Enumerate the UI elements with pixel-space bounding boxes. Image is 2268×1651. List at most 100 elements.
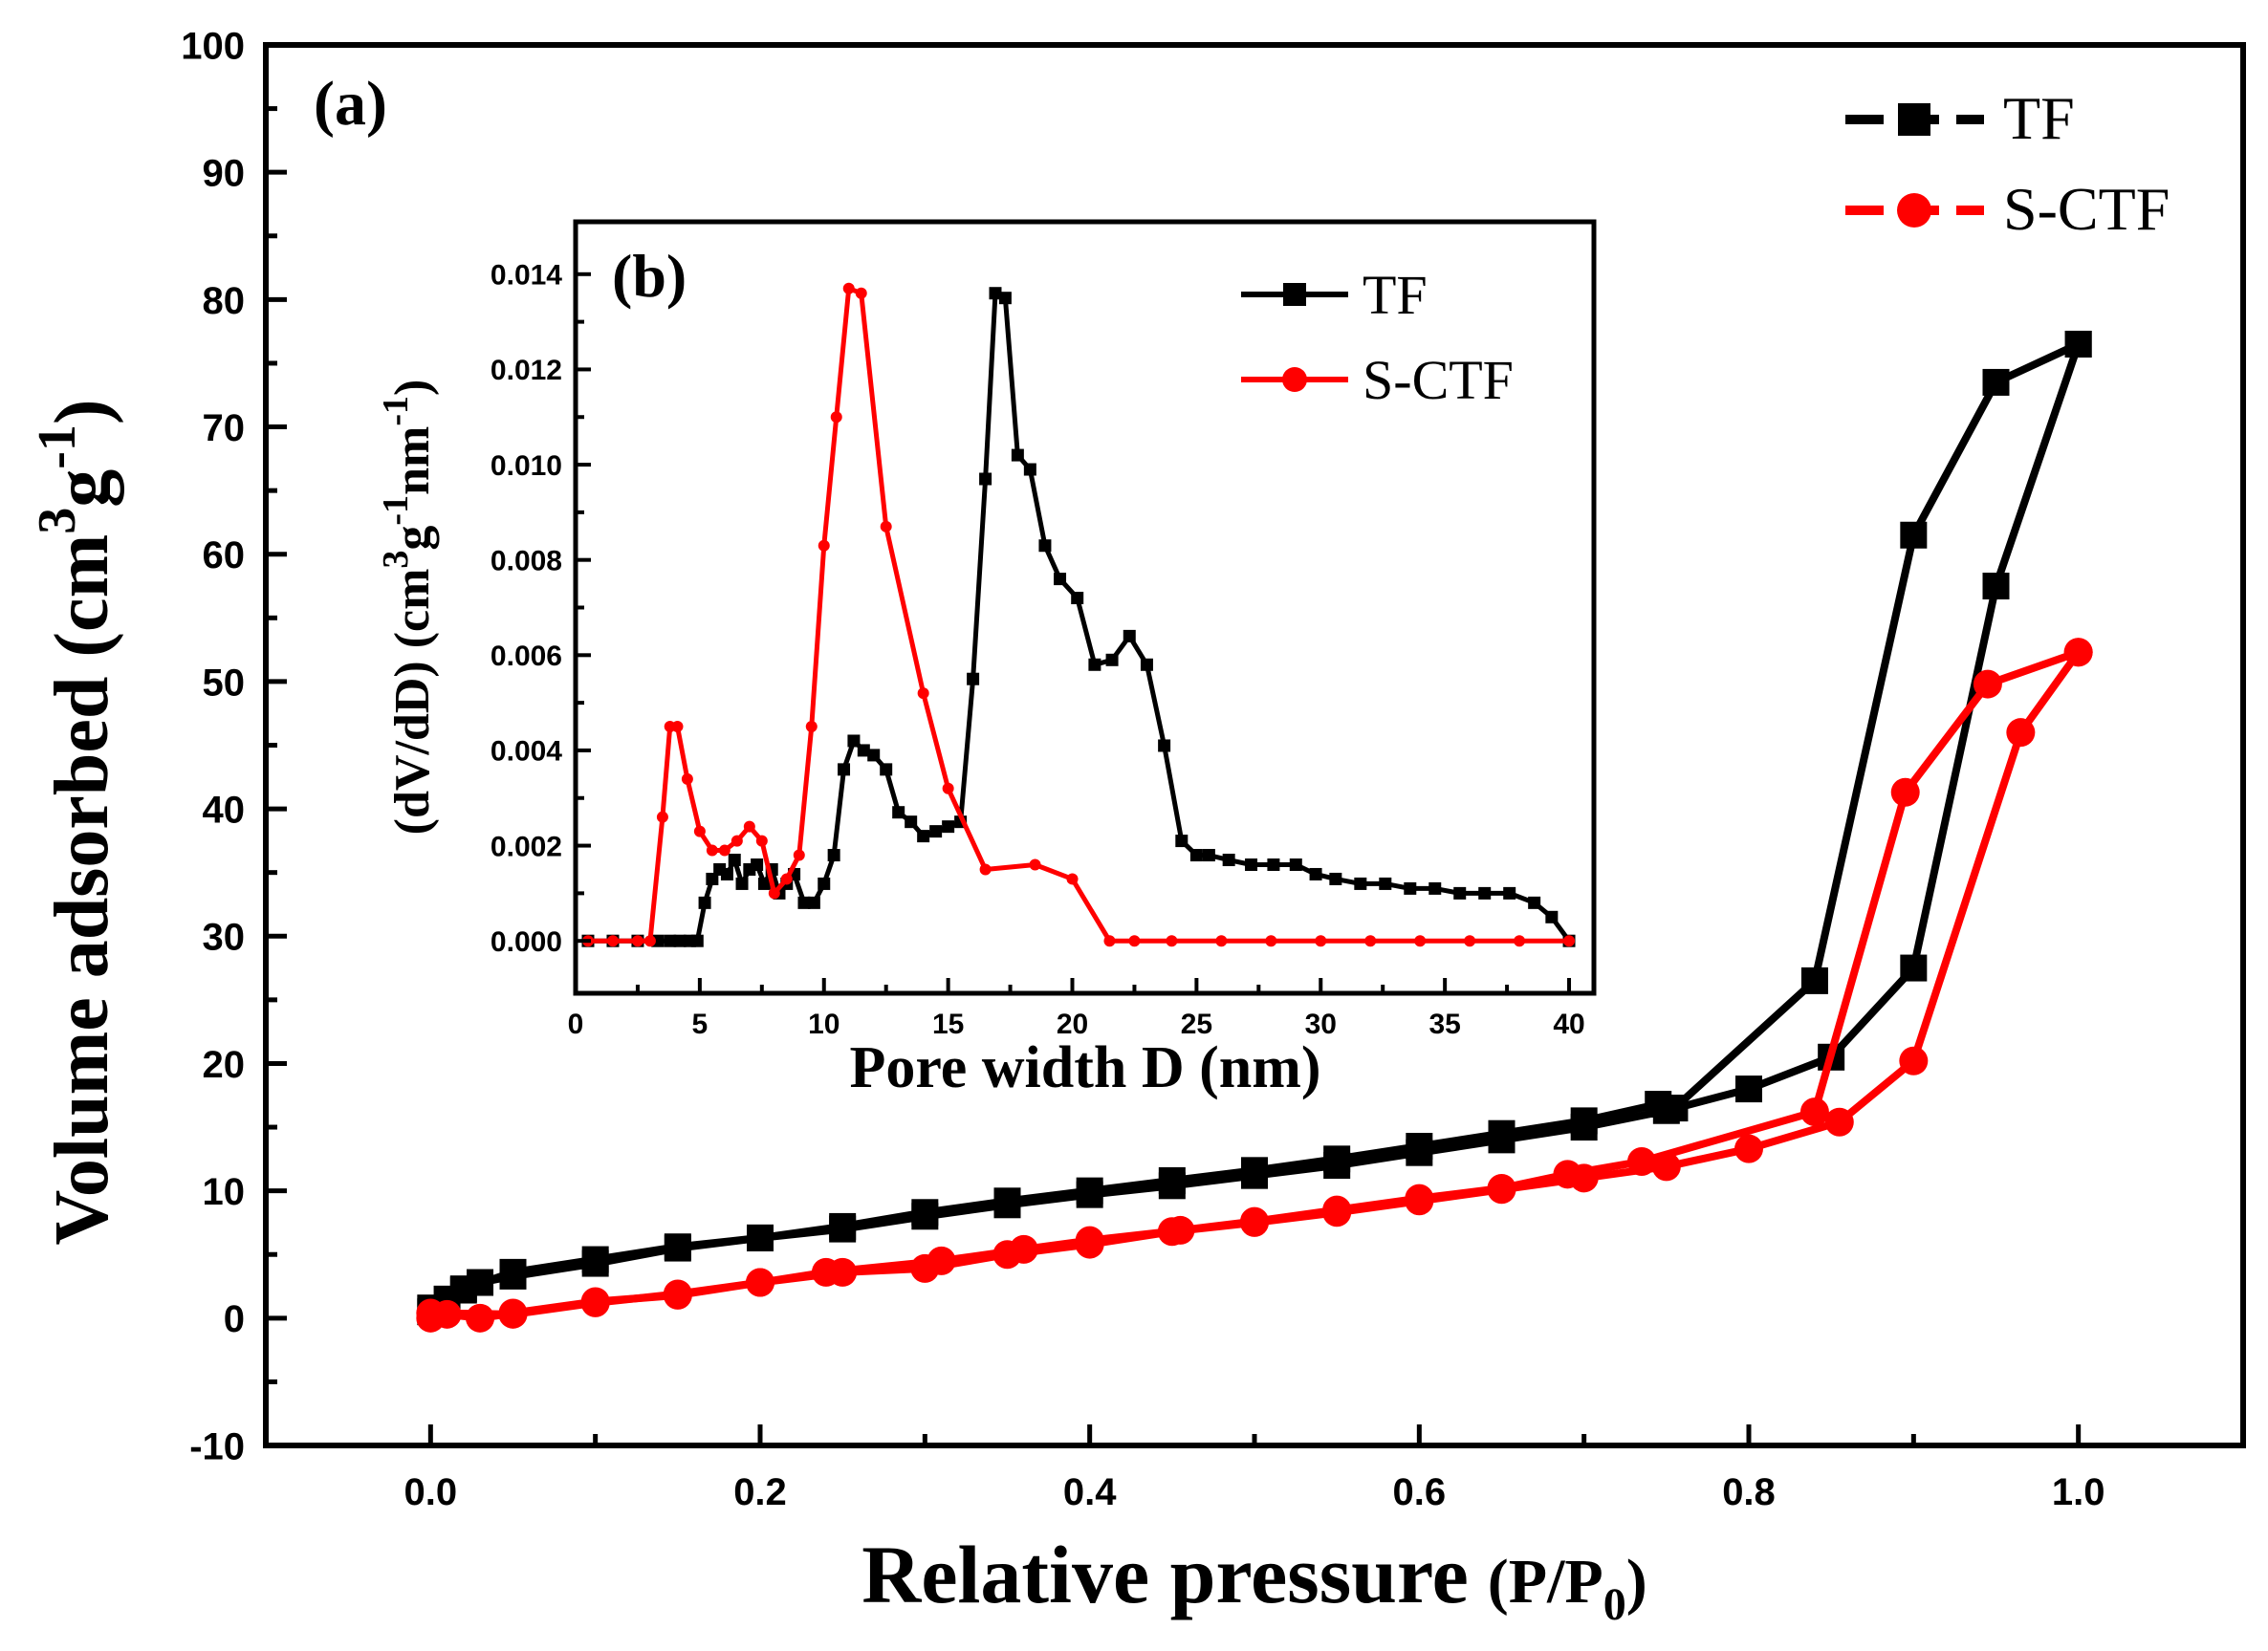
y-tick-label: 80 bbox=[203, 280, 246, 322]
x-tick-label: 30 bbox=[1305, 1009, 1337, 1040]
data-point-tf bbox=[1354, 877, 1367, 890]
data-point-s-ctf bbox=[656, 811, 668, 823]
data-point-tf bbox=[892, 806, 905, 819]
data-point-tf bbox=[664, 934, 677, 947]
y-tick-label: 0.002 bbox=[491, 831, 562, 862]
main-axes-layer: 0.0 0.2 0.4 0.6 0.8 1.0-100102030405060708090… bbox=[181, 25, 2104, 1513]
inset-legend: TF S-CTF bbox=[1241, 264, 1514, 411]
legend-item-tf: TF bbox=[1845, 84, 2075, 152]
data-point-s-ctf bbox=[1103, 935, 1116, 947]
data-point-s-ctf bbox=[1315, 935, 1327, 947]
inset-axes-layer: 0 5 10 15 20 25 30 35 40 0.000 0.002 0.004 0.006 0.00… bbox=[491, 260, 1585, 1040]
data-point-tf bbox=[1900, 521, 1928, 549]
data-point-tf bbox=[1023, 463, 1036, 476]
data-point-s-ctf bbox=[1626, 1147, 1656, 1177]
y-tick-label: -10 bbox=[189, 1425, 245, 1467]
y-tick-label: 0.004 bbox=[491, 736, 562, 768]
data-point-tf bbox=[698, 896, 711, 909]
data-point-tf bbox=[1323, 1145, 1351, 1173]
data-point-tf bbox=[2064, 330, 2092, 358]
inset-panel-label: (b) bbox=[612, 242, 687, 310]
data-point-tf bbox=[1202, 849, 1215, 862]
data-point-tf bbox=[1222, 854, 1235, 867]
data-point-tf bbox=[728, 854, 741, 867]
data-point-s-ctf bbox=[1265, 935, 1277, 947]
data-point-tf bbox=[1175, 835, 1189, 848]
main-chart: 0.0 0.2 0.4 0.6 0.8 1.0-100102030405060708090… bbox=[28, 25, 2246, 1630]
data-point-tf bbox=[942, 820, 955, 834]
data-point-s-ctf bbox=[1414, 935, 1427, 947]
data-point-s-ctf bbox=[1364, 935, 1377, 947]
main-legend: TF S-CTF bbox=[1845, 84, 2170, 243]
data-point-tf bbox=[807, 896, 820, 909]
data-point-s-ctf bbox=[1563, 935, 1576, 947]
data-point-s-ctf bbox=[768, 887, 780, 900]
data-point-s-ctf bbox=[1075, 1226, 1104, 1255]
data-point-tf bbox=[1545, 910, 1559, 923]
data-point-s-ctf bbox=[1240, 1206, 1269, 1236]
data-point-s-ctf bbox=[1128, 935, 1141, 947]
data-point-tf bbox=[1488, 1119, 1516, 1147]
data-point-tf bbox=[720, 867, 733, 880]
data-point-s-ctf bbox=[1487, 1173, 1516, 1203]
data-point-tf bbox=[1241, 1157, 1268, 1184]
x-tick-label: 25 bbox=[1181, 1009, 1212, 1040]
inset-legend-item-s-ctf: S-CTF bbox=[1241, 349, 1514, 411]
data-point-s-ctf bbox=[1824, 1107, 1854, 1137]
data-point-tf bbox=[1900, 954, 1928, 982]
data-point-tf bbox=[581, 1246, 609, 1273]
y-tick-label: 0.014 bbox=[491, 260, 562, 292]
data-point-s-ctf bbox=[466, 1303, 495, 1333]
y-tick-label: 20 bbox=[203, 1044, 246, 1086]
legend-marker-tf bbox=[1898, 103, 1930, 136]
data-point-s-ctf bbox=[1799, 1097, 1829, 1127]
data-point-s-ctf bbox=[755, 835, 768, 847]
data-point-s-ctf bbox=[1973, 669, 2002, 699]
legend-item-s-ctf: S-CTF bbox=[1845, 175, 2170, 243]
data-point-s-ctf bbox=[416, 1298, 446, 1328]
data-point-s-ctf bbox=[498, 1299, 528, 1329]
y-tick-label: 0.006 bbox=[491, 641, 562, 672]
inset-chart: 0 5 10 15 20 25 30 35 40 0.000 0.002 0.004 0.006 0.00… bbox=[376, 219, 1597, 1100]
data-point-s-ctf bbox=[1514, 935, 1526, 947]
y-tick-label: 0.012 bbox=[491, 355, 562, 386]
data-point-tf bbox=[1011, 448, 1024, 462]
data-point-tf bbox=[1054, 573, 1067, 586]
inset-y-axis-label: (dV/dD) (cm3g-1nm-1) bbox=[376, 380, 440, 836]
data-point-tf bbox=[1379, 877, 1392, 890]
data-point-tf bbox=[911, 1199, 939, 1227]
data-point-tf bbox=[917, 830, 930, 843]
data-point-s-ctf bbox=[631, 935, 643, 947]
data-point-tf bbox=[1982, 573, 2010, 600]
data-point-s-ctf bbox=[805, 721, 818, 733]
x-tick-label: 0.8 bbox=[1722, 1471, 1776, 1513]
main-panel-label: (a) bbox=[314, 69, 387, 139]
data-point-tf bbox=[797, 896, 811, 909]
data-point-s-ctf bbox=[855, 287, 867, 299]
data-point-tf bbox=[1105, 653, 1119, 666]
inset-legend-label-s-ctf: S-CTF bbox=[1363, 349, 1514, 411]
data-point-tf bbox=[1329, 872, 1342, 885]
data-point-tf bbox=[735, 877, 749, 890]
main-series-layer bbox=[416, 330, 2093, 1333]
data-point-tf bbox=[1800, 967, 1828, 994]
y-tick-label: 100 bbox=[181, 25, 245, 67]
data-point-tf bbox=[747, 1224, 774, 1251]
y-tick-label: 30 bbox=[203, 917, 246, 959]
data-point-s-ctf bbox=[606, 935, 619, 947]
data-point-s-ctf bbox=[743, 820, 755, 833]
data-point-tf bbox=[1088, 658, 1101, 671]
data-point-tf bbox=[1158, 739, 1171, 752]
y-tick-label: 40 bbox=[203, 789, 246, 831]
data-point-tf bbox=[989, 287, 1002, 300]
x-tick-label: 40 bbox=[1553, 1009, 1584, 1040]
data-point-s-ctf bbox=[927, 1246, 956, 1275]
series-line-tf-desorption bbox=[428, 340, 2081, 1312]
data-point-s-ctf bbox=[842, 282, 855, 294]
data-point-tf bbox=[1189, 849, 1203, 862]
data-point-tf bbox=[706, 872, 719, 885]
data-point-tf bbox=[499, 1258, 527, 1286]
x-tick-label: 20 bbox=[1057, 1009, 1088, 1040]
inset-legend-marker-tf bbox=[1283, 283, 1306, 306]
inset-legend-label-tf: TF bbox=[1363, 264, 1428, 326]
